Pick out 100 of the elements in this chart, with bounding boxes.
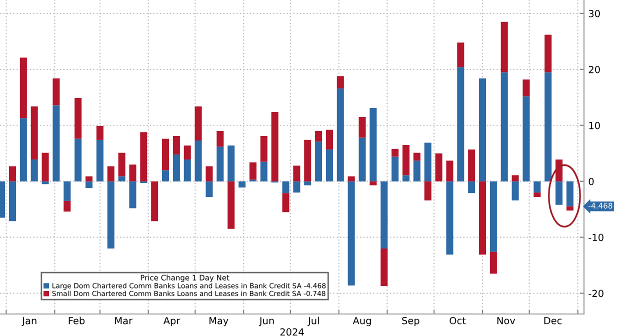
bar (544, 72, 552, 182)
y-tick-label: 10 (589, 122, 600, 130)
bar (8, 181, 16, 222)
x-tick-label: Oct (450, 316, 466, 324)
x-axis-title: 2024 (280, 328, 304, 336)
bar (129, 164, 136, 182)
bar (282, 181, 290, 194)
bar (566, 206, 574, 211)
bar (315, 142, 322, 182)
bar (512, 181, 519, 200)
bar (478, 78, 486, 182)
x-tick-label: May (210, 317, 228, 326)
x-tick-label: Jun (258, 317, 274, 326)
bar (52, 105, 60, 182)
bar (107, 181, 114, 249)
bar (271, 112, 278, 182)
bar (370, 108, 377, 182)
x-tick-label: Feb (68, 316, 85, 324)
bar (304, 140, 312, 182)
bar (118, 152, 126, 176)
bar (336, 76, 344, 88)
bar (64, 200, 71, 212)
y-tick-label: -20 (588, 290, 604, 298)
bar (228, 146, 235, 182)
bar (424, 181, 432, 200)
bar (392, 156, 399, 182)
bar (534, 192, 541, 198)
bar (522, 79, 530, 96)
bar (74, 98, 82, 139)
bar (326, 149, 333, 182)
bar (490, 181, 497, 252)
x-tick-label: Mar (115, 317, 133, 324)
bar (194, 140, 202, 182)
bar (457, 42, 464, 68)
bar (96, 126, 104, 140)
bar (293, 166, 300, 182)
bar (435, 153, 442, 182)
bar (402, 144, 410, 176)
bar (413, 152, 420, 161)
x-tick-label: Dec (544, 317, 562, 324)
y-tick-label: -10 (588, 234, 604, 242)
bar (358, 116, 366, 138)
y-tick-label: 20 (588, 66, 600, 74)
bar (249, 162, 256, 180)
bar (446, 160, 454, 182)
bar (140, 132, 148, 182)
x-tick-label: Sep (402, 316, 420, 326)
bar (194, 106, 202, 140)
y-tick-label: 30 (588, 10, 600, 18)
bar (52, 78, 60, 106)
bar (326, 130, 333, 150)
bar (151, 181, 158, 222)
x-tick-label: Nov (497, 317, 516, 324)
bar (446, 181, 454, 255)
bar (184, 160, 191, 182)
bar (96, 140, 104, 182)
bar (64, 181, 71, 201)
x-tick-label: Jan (22, 317, 36, 326)
bar (424, 142, 432, 182)
bar (500, 72, 508, 182)
bar (468, 181, 476, 194)
bar (380, 248, 388, 286)
bar (216, 130, 224, 147)
bar (522, 96, 530, 182)
bar (304, 181, 312, 186)
bar (556, 160, 563, 182)
bar (348, 176, 355, 182)
bar (85, 176, 93, 182)
x-tick-label: Apr (163, 317, 180, 326)
bar (8, 166, 16, 182)
x-tick-label: Aug (352, 317, 371, 326)
bar (556, 181, 563, 205)
bar (544, 34, 552, 72)
bar (162, 138, 170, 170)
bar (238, 181, 246, 188)
bar (162, 170, 170, 182)
bar (129, 181, 136, 208)
bar (30, 160, 38, 182)
bar (534, 181, 541, 193)
bar (457, 67, 464, 182)
bar (512, 175, 519, 182)
bar (282, 193, 290, 212)
bar (206, 166, 213, 182)
bar (260, 162, 268, 182)
bar (358, 138, 366, 182)
bar (172, 154, 180, 182)
bar (413, 160, 420, 182)
bar (30, 106, 38, 160)
bar (380, 181, 388, 249)
bar (172, 136, 180, 154)
bar (74, 138, 82, 182)
bar (315, 130, 322, 142)
bar (260, 136, 268, 162)
bar (566, 181, 574, 206)
bar (107, 166, 114, 182)
x-tick-label: Jul (307, 316, 319, 326)
bar (468, 149, 476, 182)
bar (85, 181, 93, 188)
bar (500, 22, 508, 72)
bar (42, 152, 49, 182)
